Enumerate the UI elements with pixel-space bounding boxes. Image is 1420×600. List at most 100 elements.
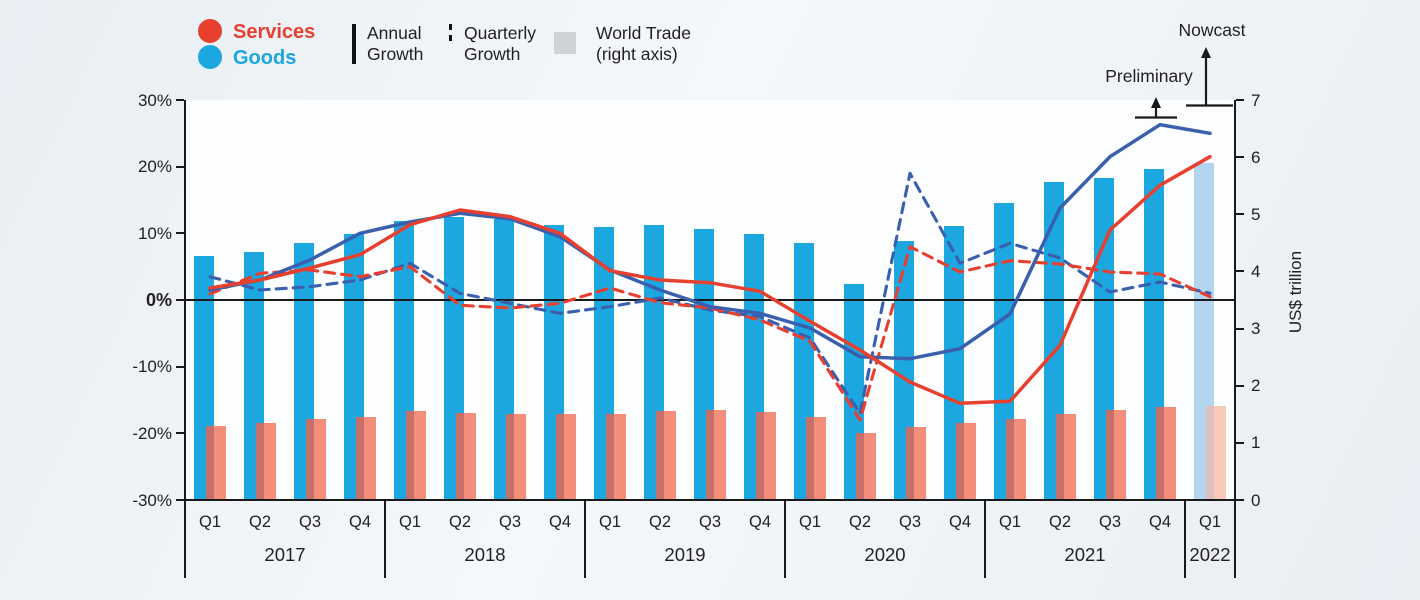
left-axis-tick bbox=[176, 165, 184, 168]
services-trade-bar bbox=[556, 414, 576, 500]
legend: Services Goods Annual Growth Quarterly G… bbox=[0, 0, 760, 80]
right-axis-tick-label: 6 bbox=[1251, 147, 1261, 167]
quarter-label: Q2 bbox=[648, 513, 671, 531]
quarter-label: Q1 bbox=[1198, 513, 1221, 531]
right-axis-tick bbox=[1236, 213, 1244, 216]
left-axis-tick-label: 30% bbox=[137, 90, 172, 110]
right-axis-tick-label: 5 bbox=[1251, 204, 1261, 224]
services-trade-bar bbox=[806, 417, 826, 500]
right-axis-tick bbox=[1236, 270, 1244, 273]
year-separator bbox=[584, 500, 586, 578]
quarterly-growth-legend-label: Quarterly Growth bbox=[464, 23, 536, 64]
quarter-label: Q1 bbox=[398, 513, 421, 531]
services-trade-bar bbox=[456, 412, 476, 500]
services-trade-bar bbox=[256, 422, 276, 500]
right-axis-tick-label: 0 bbox=[1251, 490, 1261, 510]
quarter-label: Q3 bbox=[1098, 513, 1121, 531]
quarter-label: Q2 bbox=[448, 513, 471, 531]
lines-layer bbox=[208, 122, 1212, 422]
services-trade-bar bbox=[306, 418, 326, 500]
year-label: 2018 bbox=[464, 544, 506, 565]
right-axis-tick-label: 1 bbox=[1251, 433, 1261, 453]
right-axis-line bbox=[1234, 100, 1236, 578]
services-trade-bar bbox=[406, 411, 426, 500]
year-separator bbox=[1184, 500, 1186, 578]
quarter-label: Q1 bbox=[998, 513, 1021, 531]
quarter-label: Q1 bbox=[798, 513, 821, 531]
year-label: 2017 bbox=[264, 544, 306, 565]
right-axis-tick bbox=[1236, 156, 1244, 159]
quarter-label: Q2 bbox=[1048, 513, 1071, 531]
year-separator bbox=[984, 500, 986, 578]
services-trade-bar bbox=[756, 412, 776, 500]
right-axis-title: US$ trillion bbox=[1286, 250, 1305, 334]
year-label: 2020 bbox=[864, 544, 906, 565]
quarter-label: Q2 bbox=[248, 513, 271, 531]
year-label: 2022 bbox=[1189, 544, 1231, 565]
quarterly-growth-dashed-line-icon bbox=[449, 24, 453, 64]
services-legend-label: Services bbox=[233, 21, 316, 43]
right-axis-tick-label: 7 bbox=[1251, 90, 1261, 110]
quarter-label: Q3 bbox=[498, 513, 521, 531]
annual-growth-solid-line-icon bbox=[352, 24, 356, 64]
preliminary-annotation-label: Preliminary bbox=[1105, 66, 1193, 86]
left-axis-tick bbox=[176, 99, 184, 101]
services-trade-bar bbox=[906, 426, 926, 500]
year-separator bbox=[784, 500, 786, 578]
services-trade-bar bbox=[606, 413, 626, 500]
nowcast-arrow-icon bbox=[1201, 47, 1211, 58]
quarter-label: Q3 bbox=[698, 513, 721, 531]
left-axis-tick bbox=[176, 365, 184, 368]
services-trade-bar bbox=[956, 423, 976, 500]
year-label: 2021 bbox=[1064, 544, 1106, 565]
quarter-label: Q4 bbox=[948, 513, 971, 531]
right-axis-tick bbox=[1236, 99, 1244, 101]
quarter-label: Q1 bbox=[198, 513, 221, 531]
year-separator bbox=[384, 500, 386, 578]
quarter-label: Q4 bbox=[1148, 513, 1171, 531]
left-axis-tick bbox=[176, 499, 184, 501]
right-axis-tick bbox=[1236, 499, 1244, 501]
zero-percent-line bbox=[185, 299, 1235, 302]
services-trade-bar bbox=[356, 416, 376, 500]
goods-legend-label: Goods bbox=[233, 47, 297, 69]
services-trade-bar bbox=[1006, 418, 1026, 500]
plot-area bbox=[185, 100, 1235, 500]
left-axis-tick-label: 0% bbox=[145, 289, 172, 310]
services-trade-bar bbox=[1106, 410, 1126, 500]
left-axis-tick-label: 10% bbox=[137, 223, 172, 243]
right-axis-tick bbox=[1236, 384, 1244, 387]
quarter-label: Q4 bbox=[348, 513, 371, 531]
services-annual-line bbox=[208, 154, 1212, 406]
year-label: 2019 bbox=[664, 544, 706, 565]
services-trade-bar bbox=[206, 426, 226, 500]
right-axis-tick bbox=[1236, 441, 1244, 444]
quarter-label: Q4 bbox=[548, 513, 571, 531]
left-axis-tick-label: -10% bbox=[132, 357, 172, 377]
left-axis-tick bbox=[176, 432, 184, 435]
right-axis-tick bbox=[1236, 327, 1244, 330]
nowcast-annotation-label: Nowcast bbox=[1178, 20, 1246, 40]
right-axis-tick-label: 4 bbox=[1251, 261, 1261, 281]
services-trade-bar bbox=[856, 432, 876, 500]
services-trade-bar bbox=[706, 410, 726, 500]
left-axis-tick bbox=[176, 299, 184, 301]
quarter-label: Q3 bbox=[298, 513, 321, 531]
world-trade-square-icon bbox=[554, 32, 576, 54]
left-axis-tick-label: 20% bbox=[137, 157, 172, 177]
left-axis-tick bbox=[176, 232, 184, 235]
left-axis-line bbox=[183, 100, 186, 578]
right-axis-tick-label: 3 bbox=[1251, 319, 1261, 339]
services-trade-bar bbox=[656, 410, 676, 500]
bars-layer bbox=[185, 100, 1235, 500]
right-axis-tick-label: 2 bbox=[1251, 376, 1261, 396]
goods-annual-line bbox=[208, 122, 1212, 361]
services-trade-bar bbox=[1206, 405, 1226, 500]
annual-growth-legend-label: Annual Growth bbox=[367, 23, 424, 64]
left-axis-tick-label: -20% bbox=[132, 423, 172, 443]
services-quarterly-line bbox=[208, 245, 1212, 422]
services-trade-bar bbox=[506, 413, 526, 500]
services-trade-bar bbox=[1056, 414, 1076, 500]
left-axis-tick-label: -30% bbox=[132, 490, 172, 510]
